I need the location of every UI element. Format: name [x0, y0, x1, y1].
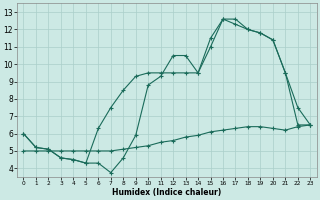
X-axis label: Humidex (Indice chaleur): Humidex (Indice chaleur)	[112, 188, 221, 197]
